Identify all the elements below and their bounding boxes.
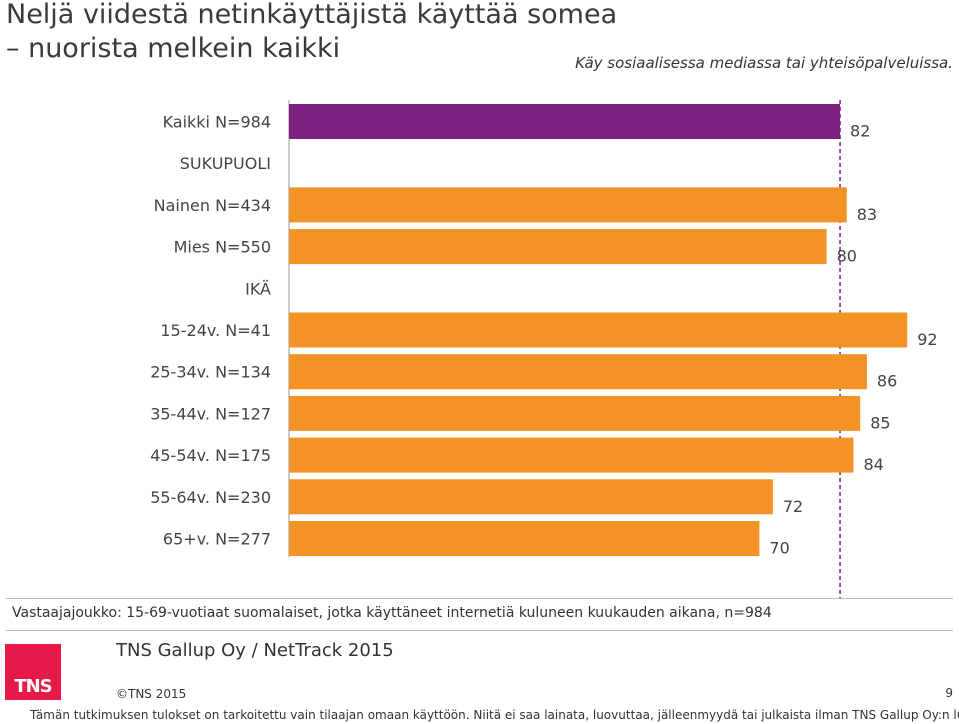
footnote-divider-top (6, 598, 953, 599)
bar (289, 521, 760, 556)
bar-chart: Kaikki N=984 82 SUKUPUOLI Nainen N=434 83 Mie… (150, 100, 938, 598)
data-label: 70 (769, 539, 789, 558)
page-title: Neljä viidestä netinkäyttäjistä käyttää … (6, 0, 617, 66)
tns-logo: TNS (5, 644, 61, 700)
tns-logo-text: TNS (14, 676, 52, 697)
category-label: Kaikki N=984 (163, 113, 271, 132)
data-label: 82 (850, 122, 870, 141)
category-label: SUKUPUOLI (180, 154, 271, 173)
category-label: Mies N=550 (174, 238, 271, 257)
footnote-divider-bottom (6, 630, 953, 631)
data-label: 72 (783, 497, 803, 516)
chart-subtitle: Käy sosiaalisessa mediassa tai yhteisöpa… (575, 54, 953, 72)
data-label: 85 (870, 413, 890, 432)
category-label: Nainen N=434 (154, 196, 271, 215)
bar (289, 229, 827, 265)
source-text: TNS Gallup Oy / NetTrack 2015 (116, 640, 394, 661)
data-label: 83 (857, 205, 877, 224)
page-number: 9 (945, 686, 953, 700)
bar (289, 437, 854, 473)
category-label: 15-24v. N=41 (160, 321, 271, 340)
bar (289, 187, 847, 223)
copyright-text: ©TNS 2015 (116, 687, 187, 701)
category-label: 55-64v. N=230 (150, 488, 271, 507)
category-label: 35-44v. N=127 (150, 404, 271, 423)
disclaimer-text: Tämän tutkimuksen tulokset on tarkoitett… (30, 708, 959, 722)
data-label: 86 (877, 372, 897, 391)
title-line-2: – nuorista melkein kaikki (6, 33, 341, 64)
bar (289, 104, 841, 139)
bar (289, 312, 908, 348)
category-label: 25-34v. N=134 (150, 363, 271, 382)
bar (289, 395, 861, 431)
title-line-1: Neljä viidestä netinkäyttäjistä käyttää … (6, 0, 618, 30)
bar (289, 354, 867, 390)
category-label: IKÄ (245, 279, 271, 298)
footnote: Vastaajajoukko: 15-69-vuotiaat suomalais… (12, 605, 772, 621)
data-label: 80 (837, 247, 857, 266)
category-label: 65+v. N=277 (163, 530, 271, 549)
data-label: 92 (917, 330, 937, 349)
bar (289, 479, 773, 515)
category-label: 45-54v. N=175 (150, 446, 271, 465)
data-label: 84 (863, 455, 883, 474)
